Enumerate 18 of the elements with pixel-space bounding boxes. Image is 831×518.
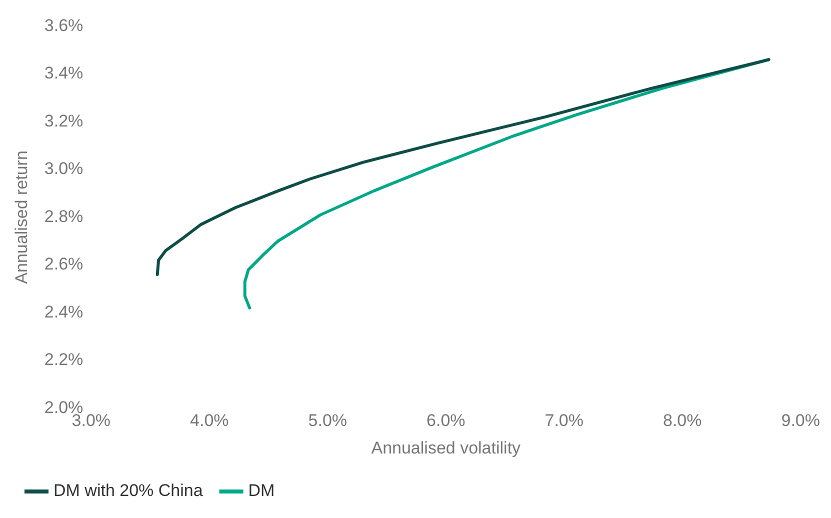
y-tick-label: 2.4% <box>44 302 84 322</box>
y-tick-label: 2.2% <box>44 350 84 370</box>
x-tick-label: 5.0% <box>308 411 348 430</box>
y-tick-label: 3.6% <box>44 16 84 35</box>
y-tick-label: 3.4% <box>44 64 84 83</box>
y-tick-label: 3.0% <box>44 159 84 178</box>
x-tick-label: 6.0% <box>426 411 466 430</box>
x-tick-label: 4.0% <box>190 411 229 430</box>
legend-label: DM <box>248 481 275 500</box>
x-tick-label: 9.0% <box>781 411 820 430</box>
x-tick-label: 7.0% <box>544 411 584 430</box>
x-axis-title: Annualised volatility <box>371 438 522 458</box>
x-tick-label: 8.0% <box>663 411 702 430</box>
y-tick-label: 2.6% <box>44 254 84 274</box>
y-tick-label: 2.8% <box>44 206 84 226</box>
y-tick-label: 3.2% <box>44 111 84 130</box>
y-axis-title: Annualised return <box>12 150 31 284</box>
legend-label: DM with 20% China <box>54 481 204 500</box>
